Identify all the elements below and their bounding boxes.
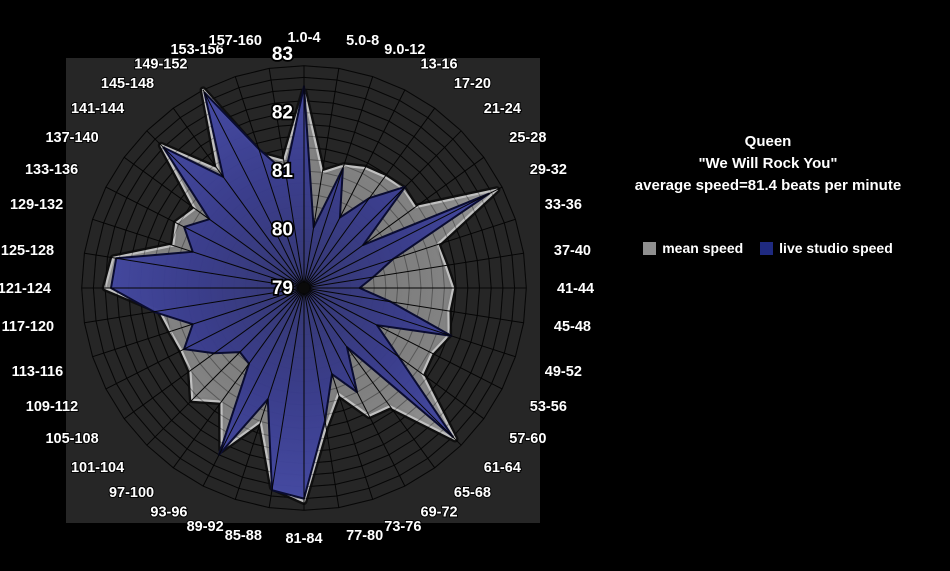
category-label: 25-28 (509, 130, 546, 146)
radial-axis-labels: 79 80 81 82 83 (270, 42, 295, 301)
category-label: 157-160 (209, 33, 262, 49)
title-line-average: average speed=81.4 beats per minute (634, 177, 902, 194)
category-label: 89-92 (187, 519, 224, 535)
legend-item-live-studio-speed: live studio speed (760, 240, 893, 256)
category-label: 37-40 (554, 243, 591, 259)
category-label: 109-112 (26, 399, 78, 415)
category-label: 57-60 (509, 431, 546, 447)
category-label: 5.0-8 (346, 33, 379, 49)
category-label: 13-16 (421, 56, 458, 72)
category-label: 61-64 (484, 460, 521, 476)
category-label: 41-44 (557, 281, 594, 297)
category-label: 129-132 (10, 197, 63, 213)
title-line-song: "We Will Rock You" (698, 155, 838, 172)
category-label: 81-84 (285, 531, 322, 547)
category-label: 117-120 (2, 319, 54, 335)
chart-title: Queen "We Will Rock You" average speed=8… (608, 131, 928, 197)
legend-item-mean-speed: mean speed (643, 240, 743, 256)
category-label: 33-36 (545, 197, 582, 213)
category-label: 113-116 (12, 364, 64, 380)
category-label: 69-72 (421, 505, 458, 521)
legend-label-mean-speed: mean speed (662, 240, 744, 256)
category-label: 93-96 (150, 505, 187, 521)
radial-axis-label: 81 (272, 161, 294, 182)
category-label: 137-140 (45, 130, 98, 146)
chart-legend: mean speed live studio speed (608, 240, 928, 256)
legend-swatch-mean-speed (643, 241, 657, 255)
legend-label-live-studio-speed: live studio speed (779, 240, 893, 256)
category-label: 45-48 (554, 319, 591, 335)
category-label: 17-20 (454, 76, 491, 92)
category-label: 53-56 (530, 399, 567, 415)
radial-axis-label: 83 (272, 44, 293, 65)
category-label: 1.0-4 (287, 30, 320, 46)
category-label: 77-80 (346, 528, 383, 544)
title-line-artist: Queen (744, 133, 792, 150)
radial-axis-label: 79 (272, 278, 293, 299)
category-label: 9.0-12 (384, 42, 425, 58)
category-label: 21-24 (484, 101, 521, 117)
category-label: 105-108 (45, 431, 98, 447)
category-label: 149-152 (134, 56, 187, 72)
grid-spokes (81, 65, 527, 511)
category-label: 49-52 (545, 364, 582, 380)
center-hub (298, 282, 310, 294)
category-label: 85-88 (225, 528, 262, 544)
category-label: 97-100 (109, 485, 154, 501)
category-label: 73-76 (384, 519, 421, 535)
category-label: 101-104 (71, 460, 124, 476)
category-label: 125-128 (1, 243, 54, 259)
radial-axis-label: 80 (272, 220, 293, 241)
category-label: 153-156 (170, 42, 223, 58)
category-label: 133-136 (25, 162, 78, 178)
category-label: 141-144 (71, 101, 124, 117)
category-label: 145-148 (101, 76, 154, 92)
category-label: 121-124 (0, 281, 51, 297)
category-label: 29-32 (530, 162, 567, 178)
radial-axis-label: 82 (272, 103, 293, 124)
legend-swatch-live-studio-speed (760, 241, 774, 255)
category-label: 65-68 (454, 485, 491, 501)
